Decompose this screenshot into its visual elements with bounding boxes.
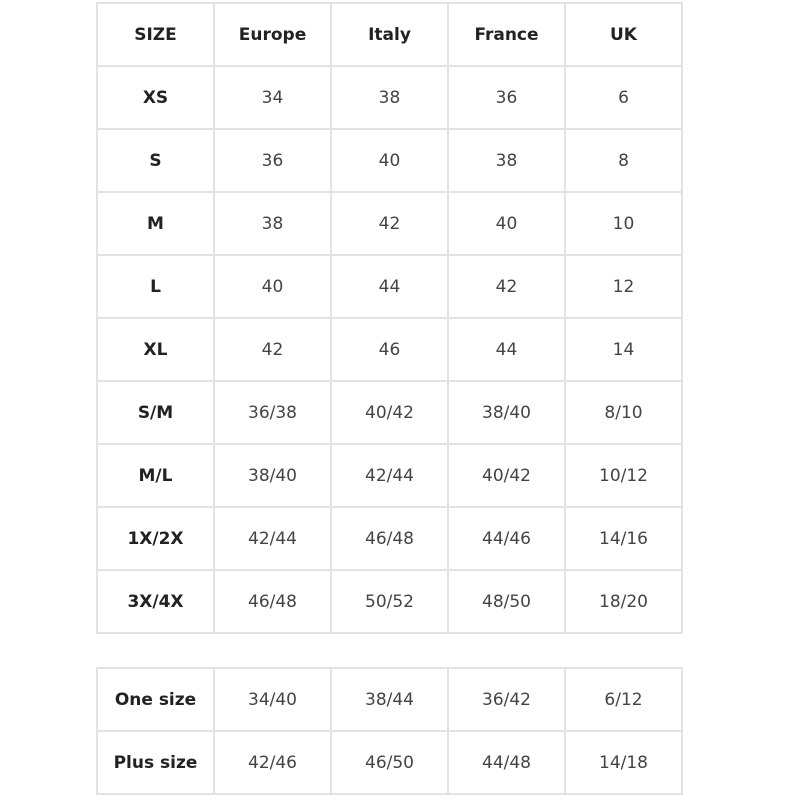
size-value-cell: 46/50 [330,730,449,795]
size-value-cell: 44/46 [447,506,566,571]
column-header: Europe [213,2,332,67]
table-row: One size 34/40 38/44 36/42 6/12 [96,667,683,732]
size-value-cell: 46 [330,317,449,382]
size-value-cell: 42 [447,254,566,319]
size-value-cell: 36/42 [447,667,566,732]
size-value-cell: 10/12 [564,443,683,508]
size-label-cell: Plus size [96,730,215,795]
table-row: XL 42 46 44 14 [96,317,683,382]
size-value-cell: 38 [213,191,332,256]
size-value-cell: 38/40 [213,443,332,508]
size-value-cell: 10 [564,191,683,256]
table-row: S/M 36/38 40/42 38/40 8/10 [96,380,683,445]
size-label-cell: XL [96,317,215,382]
size-label-cell: One size [96,667,215,732]
one-size-plus-size-table: One size 34/40 38/44 36/42 6/12 Plus size 42/4… [96,667,683,795]
size-label-cell: M/L [96,443,215,508]
size-value-cell: 42/46 [213,730,332,795]
size-value-cell: 14 [564,317,683,382]
size-value-cell: 38/44 [330,667,449,732]
size-label-cell: 3X/4X [96,569,215,634]
size-value-cell: 36 [213,128,332,193]
table-row: XS 34 38 36 6 [96,65,683,130]
size-value-cell: 34 [213,65,332,130]
size-value-cell: 42/44 [213,506,332,571]
size-value-cell: 38 [330,65,449,130]
size-label-cell: XS [96,65,215,130]
size-conversion-table: SIZE Europe Italy France UK XS 34 38 36 6 S 36 40 38… [96,2,683,634]
size-value-cell: 42 [213,317,332,382]
size-value-cell: 46/48 [213,569,332,634]
size-value-cell: 8 [564,128,683,193]
size-value-cell: 40/42 [330,380,449,445]
size-value-cell: 6 [564,65,683,130]
size-label-cell: S/M [96,380,215,445]
size-value-cell: 40/42 [447,443,566,508]
size-value-cell: 34/40 [213,667,332,732]
table-row: S 36 40 38 8 [96,128,683,193]
size-value-cell: 18/20 [564,569,683,634]
size-value-cell: 42/44 [330,443,449,508]
size-label-cell: L [96,254,215,319]
size-value-cell: 40 [447,191,566,256]
column-header: Italy [330,2,449,67]
size-value-cell: 44 [330,254,449,319]
size-value-cell: 8/10 [564,380,683,445]
column-header: SIZE [96,2,215,67]
column-header: France [447,2,566,67]
size-value-cell: 38 [447,128,566,193]
size-value-cell: 40 [213,254,332,319]
size-value-cell: 44/48 [447,730,566,795]
size-value-cell: 44 [447,317,566,382]
size-value-cell: 40 [330,128,449,193]
size-value-cell: 6/12 [564,667,683,732]
table-row: M/L 38/40 42/44 40/42 10/12 [96,443,683,508]
size-value-cell: 36 [447,65,566,130]
table-row: M 38 42 40 10 [96,191,683,256]
size-value-cell: 50/52 [330,569,449,634]
size-value-cell: 46/48 [330,506,449,571]
header-row: SIZE Europe Italy France UK [96,2,683,67]
size-value-cell: 14/18 [564,730,683,795]
size-value-cell: 42 [330,191,449,256]
table-row: 3X/4X 46/48 50/52 48/50 18/20 [96,569,683,634]
size-value-cell: 12 [564,254,683,319]
size-label-cell: M [96,191,215,256]
table-row: L 40 44 42 12 [96,254,683,319]
size-value-cell: 36/38 [213,380,332,445]
size-label-cell: 1X/2X [96,506,215,571]
size-value-cell: 38/40 [447,380,566,445]
size-value-cell: 14/16 [564,506,683,571]
table-row: Plus size 42/46 46/50 44/48 14/18 [96,730,683,795]
size-label-cell: S [96,128,215,193]
column-header: UK [564,2,683,67]
table-row: 1X/2X 42/44 46/48 44/46 14/16 [96,506,683,571]
size-value-cell: 48/50 [447,569,566,634]
